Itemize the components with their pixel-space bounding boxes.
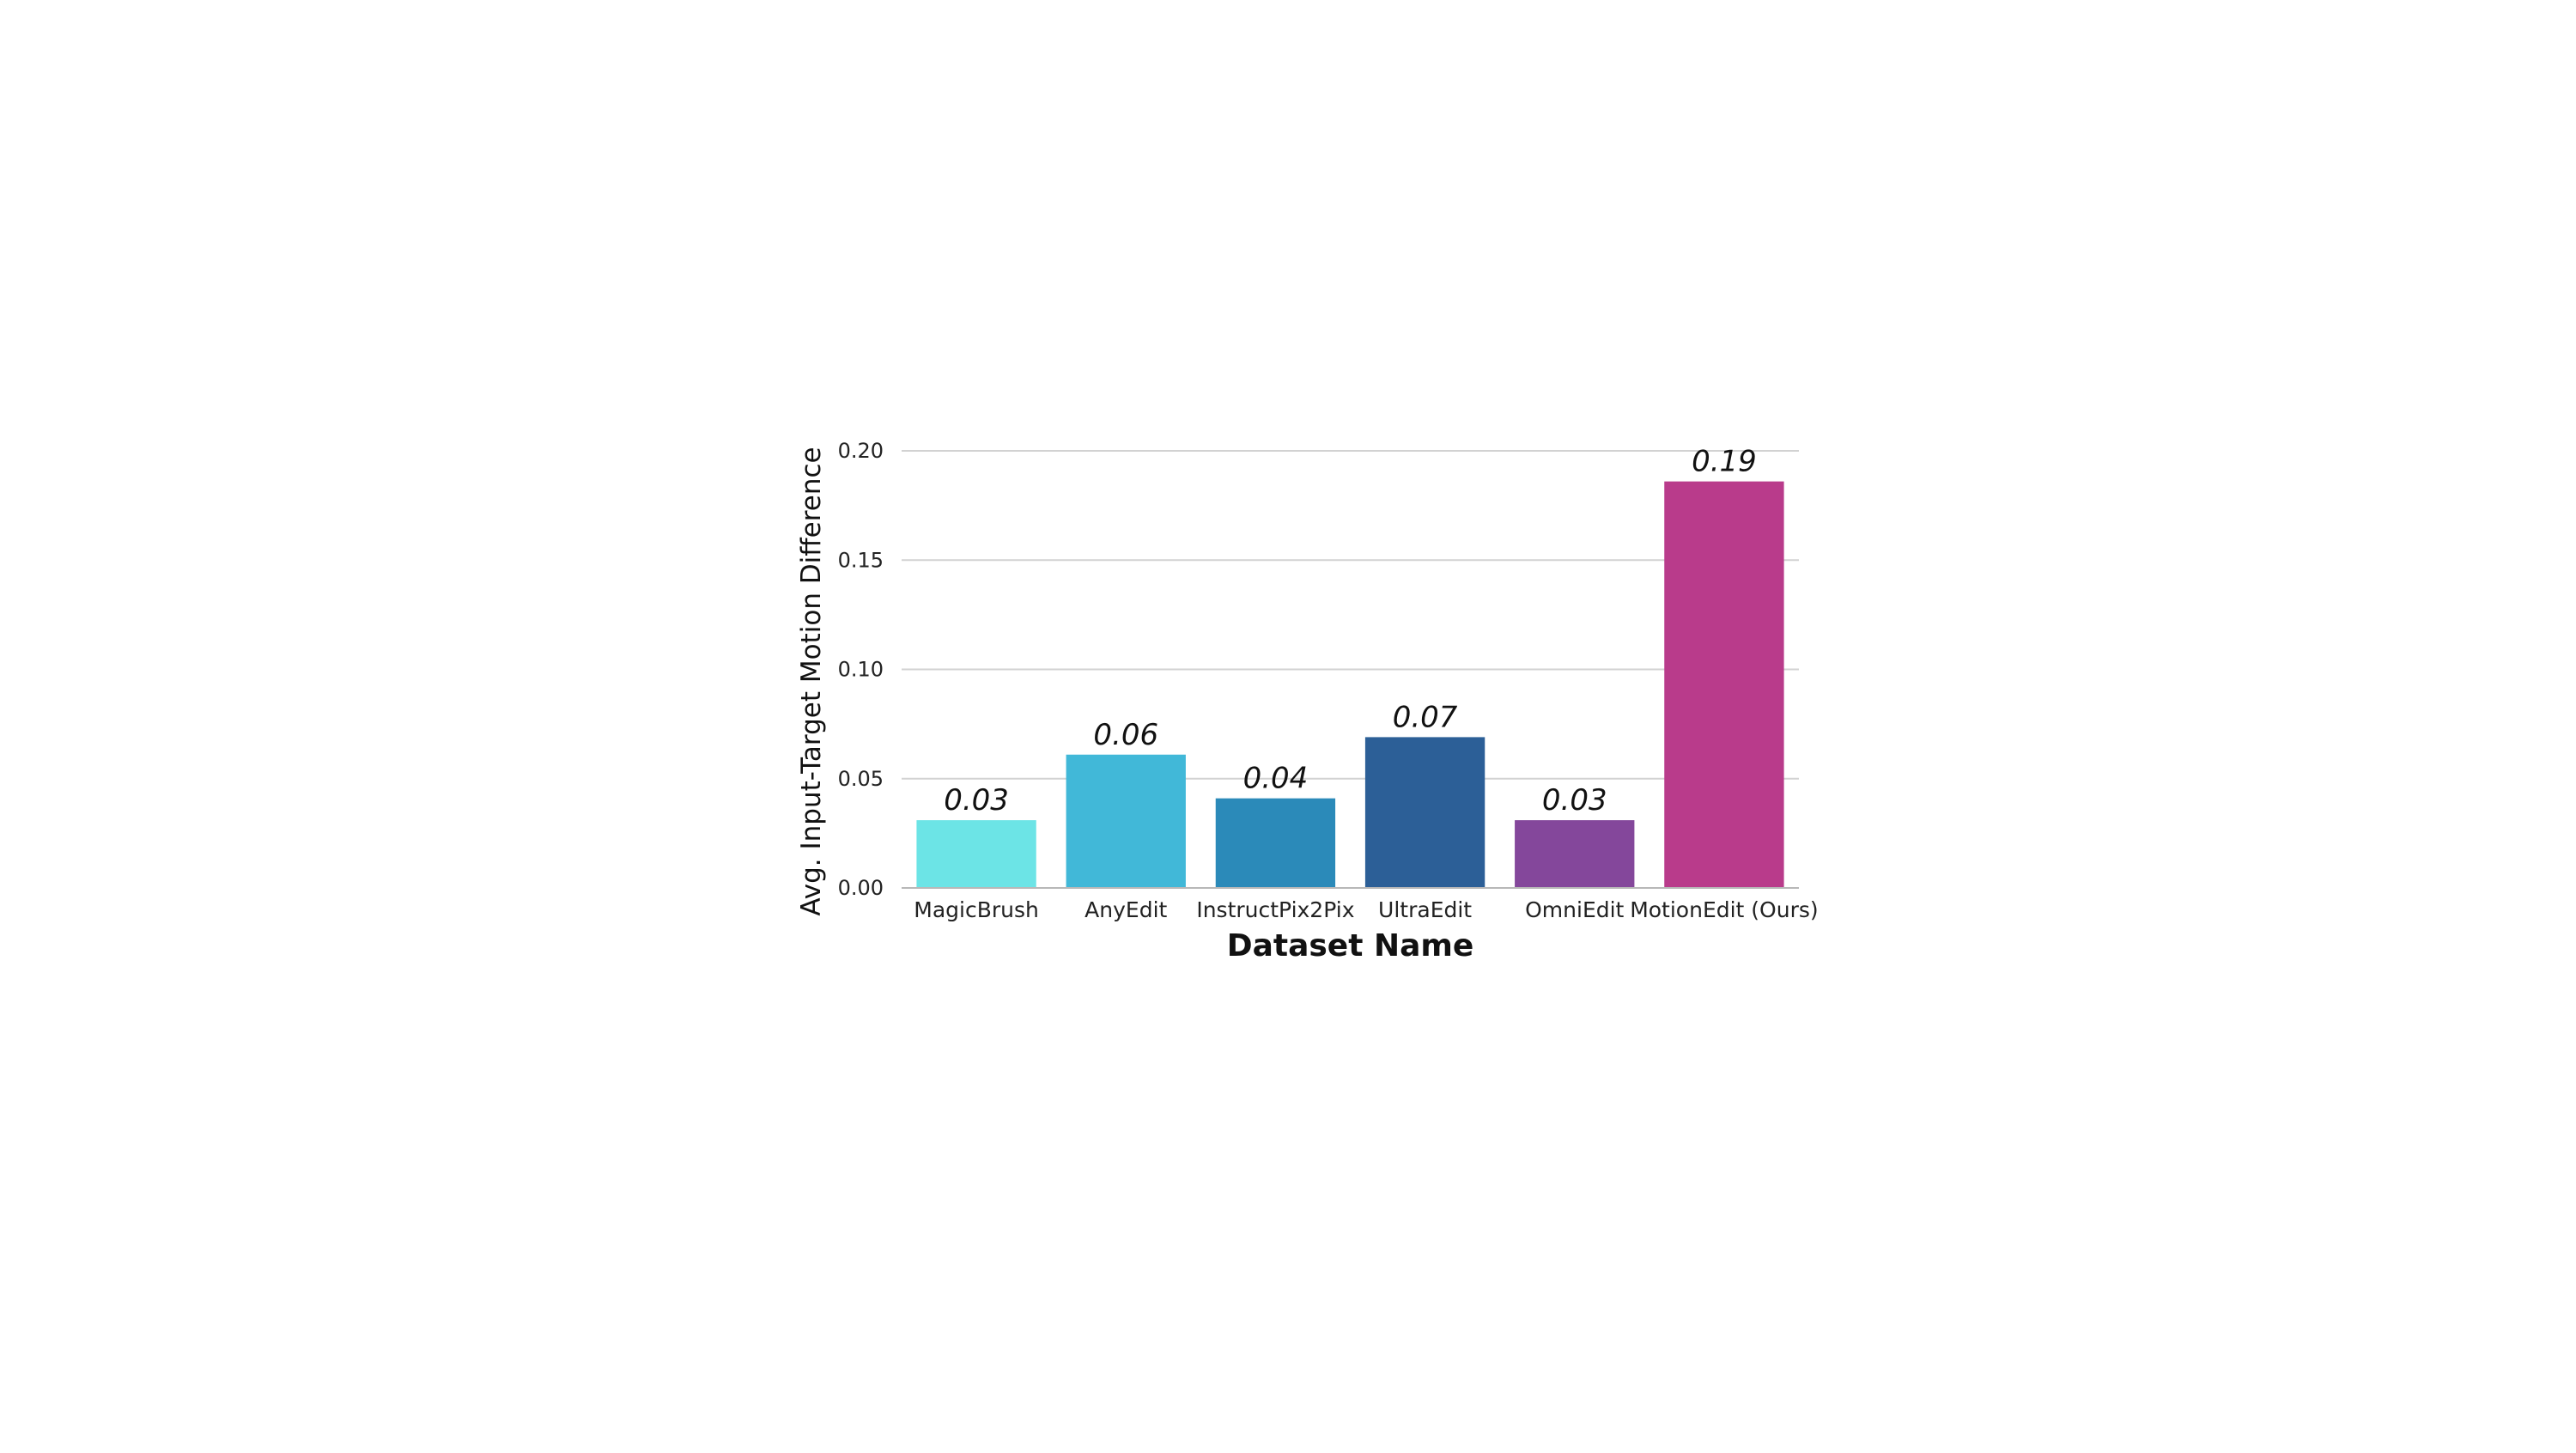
bar-value-label: 0.03: [1542, 783, 1607, 818]
bar: [1066, 754, 1186, 888]
bar: [916, 820, 1036, 888]
x-tick-label: AnyEdit: [1084, 897, 1167, 922]
bar: [1364, 737, 1485, 888]
bar-value-label: 0.04: [1243, 762, 1309, 796]
x-tick-label: UltraEdit: [1378, 897, 1472, 922]
bar: [1664, 481, 1784, 888]
y-tick-label: 0.15: [838, 548, 884, 572]
bar-value-label: 0.07: [1393, 700, 1458, 734]
y-axis-ticks: 0.00 0.05 0.10 0.15 0.20: [838, 439, 884, 900]
bars: [916, 481, 1784, 888]
x-tick-label: OmniEdit: [1525, 897, 1624, 922]
y-axis-title: Avg. Input-Target Motion Difference: [796, 447, 827, 915]
bar: [1215, 798, 1336, 888]
x-axis-ticks: MagicBrush AnyEdit InstructPix2Pix UltraEdi…: [914, 897, 1818, 922]
x-tick-label: MotionEdit (Ours): [1630, 897, 1818, 922]
y-tick-label: 0.00: [838, 876, 884, 900]
y-tick-label: 0.05: [838, 767, 884, 791]
y-tick-label: 0.20: [838, 439, 884, 463]
gridlines: [902, 450, 1799, 780]
x-axis-title: Dataset Name: [1227, 928, 1474, 964]
x-tick-label: MagicBrush: [914, 897, 1039, 922]
y-tick-label: 0.10: [838, 658, 884, 682]
x-tick-label: InstructPix2Pix: [1196, 897, 1354, 922]
bar-value-label: 0.06: [1093, 718, 1158, 752]
bar-value-label: 0.03: [944, 783, 1009, 818]
value-labels: 0.03 0.06 0.04 0.07 0.03 0.19: [944, 445, 1757, 818]
bar: [1515, 820, 1635, 888]
bar-value-label: 0.19: [1692, 445, 1757, 479]
